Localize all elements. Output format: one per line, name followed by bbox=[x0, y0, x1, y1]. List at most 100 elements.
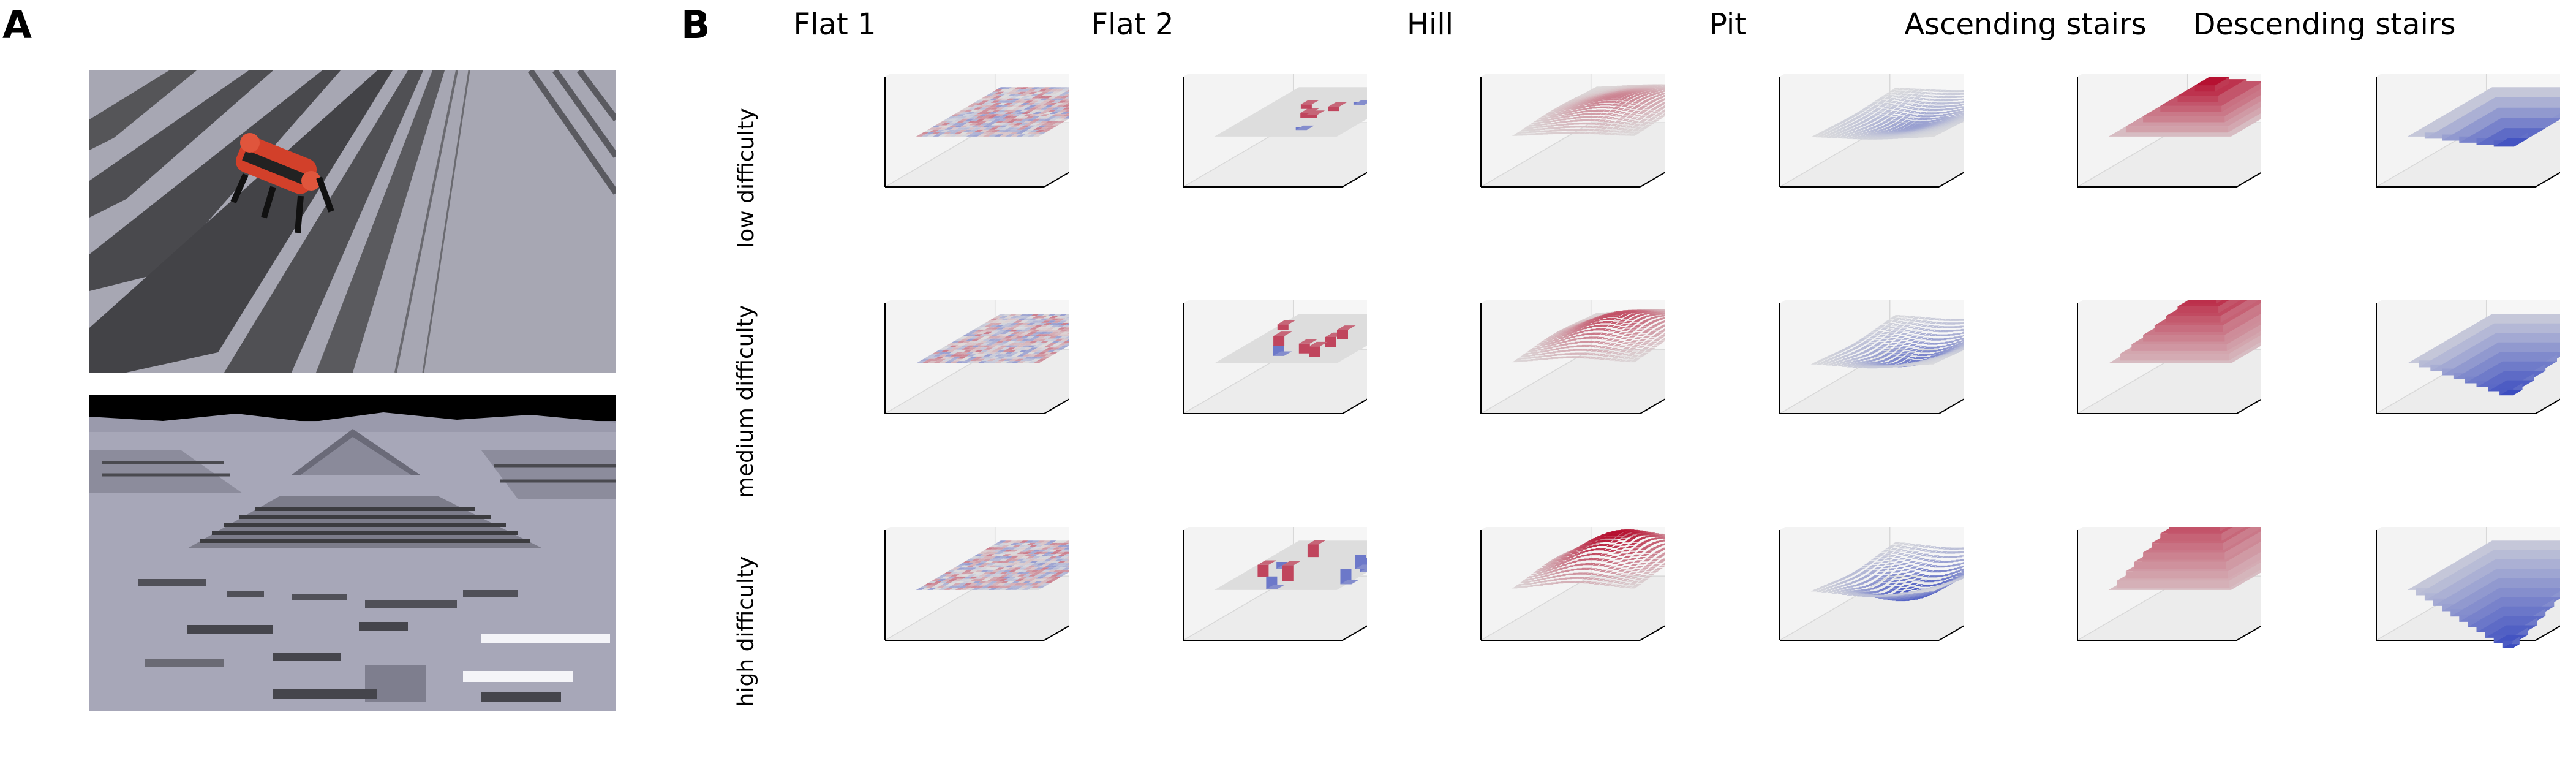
surface-cell bbox=[1609, 347, 1618, 350]
surface-cell bbox=[1058, 547, 1068, 550]
surface-cell bbox=[1013, 547, 1023, 550]
surface-cell bbox=[1919, 92, 1928, 94]
surface-cell bbox=[1581, 352, 1591, 355]
surface-cell bbox=[1638, 124, 1648, 127]
surface-plot-pit-level-2 bbox=[1779, 300, 1964, 414]
surface-cell bbox=[1874, 567, 1883, 569]
surface-cell bbox=[1654, 343, 1663, 345]
surface-cell bbox=[1949, 333, 1958, 336]
surface-cell bbox=[1586, 336, 1595, 339]
surface-cell bbox=[1619, 574, 1629, 577]
surface-cell bbox=[1520, 357, 1529, 360]
surface-cell bbox=[1001, 356, 1011, 359]
surface-cell bbox=[1855, 345, 1864, 347]
surface-cell bbox=[1011, 331, 1020, 335]
surface-cell bbox=[958, 585, 968, 588]
surface-cell bbox=[1063, 94, 1069, 96]
surface-cell bbox=[1919, 549, 1928, 551]
surface-cell bbox=[1890, 123, 1899, 126]
surface-cell bbox=[1561, 129, 1570, 131]
surface-cell bbox=[1879, 556, 1888, 559]
surface-cell bbox=[1045, 107, 1055, 110]
surface-cell bbox=[1041, 583, 1050, 586]
surface-cell bbox=[1043, 345, 1053, 348]
surface-cell bbox=[981, 585, 991, 588]
surface-cell bbox=[1618, 345, 1627, 348]
surface-cell bbox=[1041, 540, 1051, 543]
surface-cell bbox=[1918, 363, 1927, 365]
surface-cell bbox=[1816, 362, 1825, 365]
surface-cell bbox=[1036, 116, 1045, 119]
surface-cell bbox=[1570, 126, 1579, 128]
surface-cell bbox=[1009, 118, 1020, 121]
surface-cell bbox=[1914, 320, 1923, 322]
surface-cell bbox=[987, 132, 996, 135]
surface-cell bbox=[1029, 334, 1039, 336]
surface-cell bbox=[1576, 352, 1586, 355]
surface-cell bbox=[1853, 570, 1862, 572]
surface-cell bbox=[1847, 349, 1856, 351]
surface-cell bbox=[1908, 110, 1917, 113]
surface-cell bbox=[1024, 349, 1034, 352]
surface-cell bbox=[1943, 577, 1953, 579]
surface-cell bbox=[989, 581, 998, 583]
surface-cell bbox=[977, 361, 987, 363]
surface-cell bbox=[995, 318, 1004, 321]
surface-cell bbox=[1002, 314, 1012, 316]
surface-cell bbox=[1044, 105, 1054, 108]
surface-cell bbox=[1591, 116, 1600, 118]
surface-cell bbox=[979, 356, 989, 359]
surface-cell bbox=[1613, 330, 1622, 333]
surface-cell bbox=[962, 334, 972, 336]
surface-cell bbox=[1627, 330, 1636, 333]
surface-cell bbox=[986, 563, 996, 566]
surface-cell bbox=[1904, 359, 1913, 362]
surface-cell bbox=[1555, 559, 1564, 562]
surface-cell bbox=[975, 336, 985, 339]
surface-cell bbox=[1039, 114, 1050, 116]
surface-cell bbox=[1052, 576, 1062, 579]
surface-cell bbox=[1865, 567, 1874, 570]
surface-cell bbox=[1923, 131, 1932, 133]
surface-cell bbox=[1624, 575, 1633, 578]
surface-cell bbox=[955, 134, 965, 137]
surface-cell bbox=[1910, 583, 1919, 585]
surface-cell bbox=[2488, 380, 2534, 392]
surface-cell bbox=[1856, 568, 1866, 570]
surface-cell bbox=[1585, 126, 1594, 128]
floor-pane bbox=[1183, 123, 1367, 187]
surface-cell bbox=[971, 112, 981, 115]
surface-cell bbox=[1614, 133, 1623, 135]
stair-riser bbox=[2224, 94, 2261, 123]
stair-riser bbox=[2218, 79, 2247, 102]
surface-cell bbox=[1892, 570, 1902, 573]
surface-cell bbox=[1915, 336, 1924, 339]
column-title-flat-2: Flat 2 bbox=[1091, 7, 1174, 42]
surface-cell bbox=[972, 581, 982, 583]
surface-cell bbox=[966, 558, 976, 561]
surface-cell bbox=[1887, 350, 1896, 353]
surface-cell bbox=[993, 112, 1003, 115]
surface-cell bbox=[943, 125, 952, 128]
surface-cell bbox=[1019, 349, 1028, 352]
surface-cell bbox=[987, 549, 996, 552]
surface-cell bbox=[1017, 545, 1026, 548]
surface-cell bbox=[998, 316, 1008, 319]
surface-cell bbox=[1886, 113, 1895, 116]
surface-cell bbox=[1657, 115, 1665, 118]
surface-cell bbox=[1881, 332, 1890, 335]
stair-riser bbox=[2224, 313, 2261, 342]
surface-cell bbox=[987, 118, 997, 121]
surface-cell bbox=[1063, 314, 1069, 316]
surface-cell bbox=[1592, 119, 1602, 122]
surface-cell bbox=[1057, 554, 1067, 556]
surface-cell bbox=[1591, 89, 1600, 93]
surface-cell bbox=[1939, 551, 1948, 554]
surface-cell bbox=[1025, 569, 1034, 572]
surface-cell bbox=[1934, 334, 1943, 336]
surface-cell bbox=[1537, 583, 1546, 586]
surface-cell bbox=[1858, 113, 1867, 116]
surface-cell bbox=[1613, 537, 1622, 539]
surface-cell bbox=[1034, 341, 1044, 343]
surface-cell bbox=[931, 358, 941, 362]
